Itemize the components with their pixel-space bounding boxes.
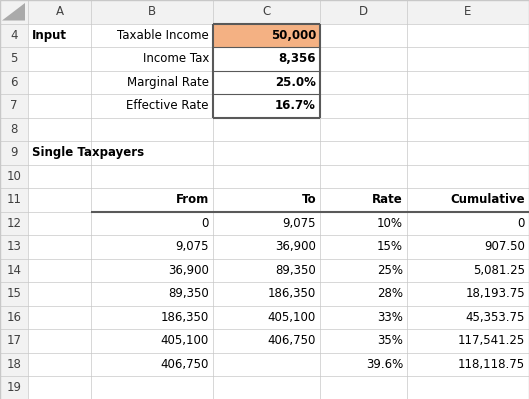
Text: 8: 8 (10, 123, 17, 136)
Text: 405,100: 405,100 (268, 311, 316, 324)
Text: 17: 17 (6, 334, 22, 347)
Text: C: C (262, 5, 271, 18)
Text: 907.50: 907.50 (484, 240, 525, 253)
Text: From: From (176, 193, 209, 206)
Text: 10%: 10% (377, 217, 403, 230)
Text: 36,900: 36,900 (275, 240, 316, 253)
Text: 89,350: 89,350 (168, 287, 209, 300)
Text: 9,075: 9,075 (282, 217, 316, 230)
Text: 406,750: 406,750 (268, 334, 316, 347)
Text: To: To (302, 193, 316, 206)
Text: 186,350: 186,350 (161, 311, 209, 324)
Text: 5: 5 (10, 52, 17, 65)
Text: 15%: 15% (377, 240, 403, 253)
Text: 8,356: 8,356 (278, 52, 316, 65)
Text: 35%: 35% (377, 334, 403, 347)
Bar (213, 71, 320, 94)
Text: 405,100: 405,100 (161, 334, 209, 347)
Text: A: A (56, 5, 63, 18)
Bar (0, 0, 28, 399)
Text: 19: 19 (6, 381, 22, 394)
Text: Effective Rate: Effective Rate (126, 99, 209, 112)
Text: 9,075: 9,075 (176, 240, 209, 253)
Text: D: D (359, 5, 368, 18)
Text: Rate: Rate (372, 193, 403, 206)
Text: 18: 18 (6, 358, 22, 371)
Text: 406,750: 406,750 (161, 358, 209, 371)
Polygon shape (2, 3, 25, 20)
Text: 6: 6 (10, 76, 18, 89)
Bar (0, 0, 529, 24)
Text: 13: 13 (6, 240, 22, 253)
Text: 12: 12 (6, 217, 22, 230)
Text: 10: 10 (6, 170, 22, 183)
Text: 4: 4 (10, 29, 18, 42)
Text: 16.7%: 16.7% (275, 99, 316, 112)
Text: 14: 14 (6, 264, 22, 277)
Text: 0: 0 (517, 217, 525, 230)
Text: 0: 0 (202, 217, 209, 230)
Bar (213, 94, 320, 117)
Text: 39.6%: 39.6% (366, 358, 403, 371)
Text: 28%: 28% (377, 287, 403, 300)
Text: 186,350: 186,350 (268, 287, 316, 300)
Text: Input: Input (32, 29, 67, 42)
Text: 5,081.25: 5,081.25 (473, 264, 525, 277)
Text: 9: 9 (10, 146, 18, 159)
Text: 15: 15 (6, 287, 22, 300)
Text: 25.0%: 25.0% (275, 76, 316, 89)
Text: Marginal Rate: Marginal Rate (127, 76, 209, 89)
Text: Single Taxpayers: Single Taxpayers (32, 146, 144, 159)
Text: 16: 16 (6, 311, 22, 324)
Text: Taxable Income: Taxable Income (117, 29, 209, 42)
Text: 50,000: 50,000 (271, 29, 316, 42)
Text: B: B (148, 5, 156, 18)
Text: 33%: 33% (377, 311, 403, 324)
Text: E: E (464, 5, 472, 18)
Text: 118,118.75: 118,118.75 (458, 358, 525, 371)
Bar (213, 24, 320, 47)
Text: 89,350: 89,350 (275, 264, 316, 277)
Bar (213, 47, 320, 71)
Text: 117,541.25: 117,541.25 (458, 334, 525, 347)
Text: 25%: 25% (377, 264, 403, 277)
Text: 7: 7 (10, 99, 18, 112)
Text: 11: 11 (6, 193, 22, 206)
Text: 45,353.75: 45,353.75 (466, 311, 525, 324)
Text: Income Tax: Income Tax (143, 52, 209, 65)
Text: 36,900: 36,900 (168, 264, 209, 277)
Text: Cumulative: Cumulative (450, 193, 525, 206)
Text: 18,193.75: 18,193.75 (466, 287, 525, 300)
